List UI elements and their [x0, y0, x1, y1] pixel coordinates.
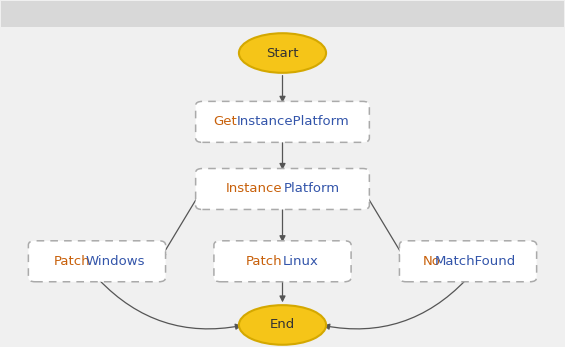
Text: Patch: Patch	[53, 255, 90, 268]
Text: End: End	[270, 319, 295, 331]
FancyBboxPatch shape	[195, 101, 370, 142]
Ellipse shape	[239, 305, 326, 345]
FancyBboxPatch shape	[28, 241, 166, 282]
Text: Platform: Platform	[283, 183, 340, 195]
Text: MatchFound: MatchFound	[434, 255, 516, 268]
Text: Instance: Instance	[225, 183, 282, 195]
Text: Start: Start	[266, 46, 299, 60]
Ellipse shape	[239, 33, 326, 73]
FancyBboxPatch shape	[214, 241, 351, 282]
Text: InstancePlatform: InstancePlatform	[237, 115, 350, 128]
FancyBboxPatch shape	[399, 241, 537, 282]
FancyBboxPatch shape	[195, 169, 370, 210]
Text: Patch: Patch	[246, 255, 282, 268]
Text: Get: Get	[213, 115, 237, 128]
Text: No: No	[423, 255, 441, 268]
Text: Linux: Linux	[282, 255, 319, 268]
Bar	[1, 1, 564, 27]
Text: Windows: Windows	[85, 255, 145, 268]
